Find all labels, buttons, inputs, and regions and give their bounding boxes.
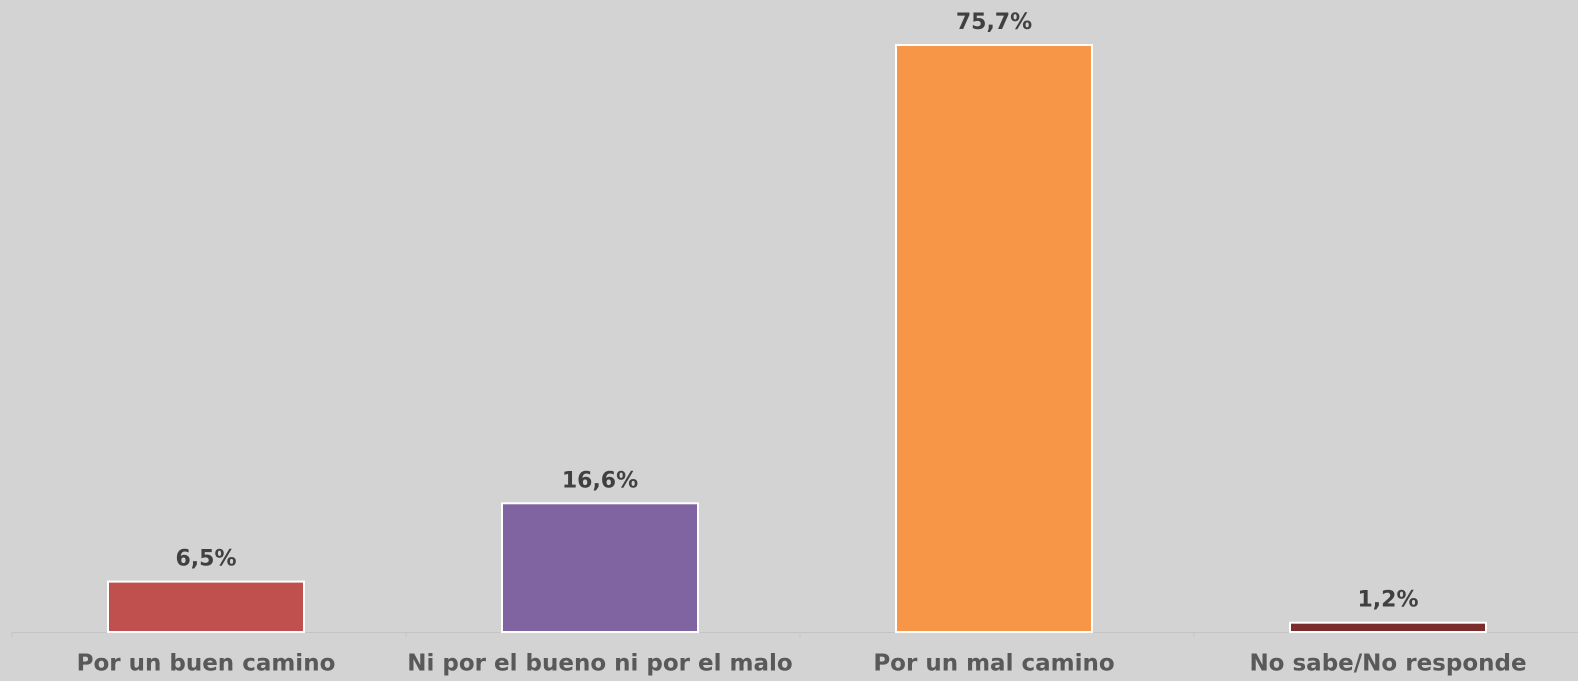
data-label: 16,6% bbox=[562, 468, 638, 493]
x-tick-label: Ni por el bueno ni por el malo bbox=[407, 651, 792, 677]
x-tick-label: Por un mal camino bbox=[873, 651, 1114, 677]
bar bbox=[501, 502, 699, 633]
x-tick-label: Por un buen camino bbox=[77, 651, 336, 677]
data-label: 6,5% bbox=[175, 547, 236, 572]
bar bbox=[895, 44, 1093, 633]
data-label: 1,2% bbox=[1357, 588, 1418, 613]
data-label: 75,7% bbox=[956, 10, 1032, 35]
bar bbox=[107, 580, 305, 634]
x-tick-label: No sabe/No responde bbox=[1249, 651, 1526, 677]
bar bbox=[1289, 621, 1487, 633]
